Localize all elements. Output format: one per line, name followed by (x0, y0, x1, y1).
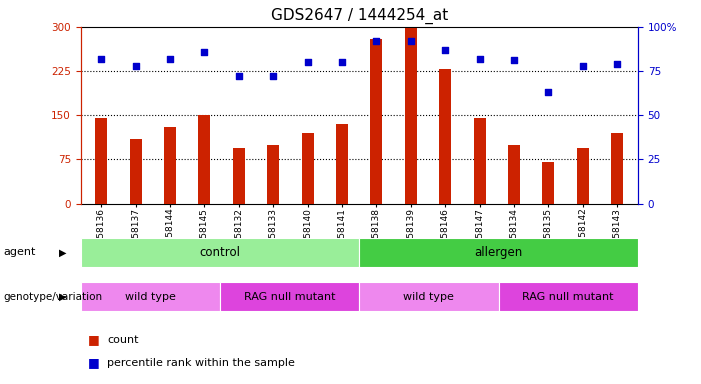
Bar (164, 127, 176, 204)
Bar (81, 282, 220, 311)
Bar (267, 145, 279, 204)
Text: genotype/variation: genotype/variation (4, 291, 102, 302)
Point (199, 48, 210, 55)
Text: wild type: wild type (125, 291, 176, 302)
Bar (405, 28, 417, 204)
Text: percentile rank within the sample: percentile rank within the sample (107, 358, 295, 368)
Bar (301, 133, 313, 204)
Point (233, 73, 245, 79)
Bar (370, 39, 383, 204)
Bar (220, 282, 359, 311)
Title: GDS2647 / 1444254_at: GDS2647 / 1444254_at (271, 8, 448, 24)
Bar (95, 118, 107, 204)
Point (440, 47, 451, 53)
Bar (440, 69, 451, 204)
Text: allergen: allergen (475, 246, 523, 259)
Bar (508, 145, 520, 204)
Point (268, 73, 279, 79)
Text: RAG null mutant: RAG null mutant (244, 291, 335, 302)
Point (543, 89, 554, 95)
Text: control: control (200, 246, 240, 259)
Point (165, 56, 176, 62)
Bar (359, 282, 498, 311)
Text: ■: ■ (88, 356, 100, 369)
Text: wild type: wild type (404, 291, 454, 302)
Bar (498, 282, 638, 311)
Point (302, 59, 313, 65)
Bar (611, 133, 623, 204)
Bar (336, 124, 348, 204)
Point (508, 57, 519, 63)
Text: agent: agent (4, 247, 36, 258)
Text: ▶: ▶ (60, 291, 67, 302)
Bar (130, 139, 142, 204)
Point (336, 59, 348, 65)
Text: RAG null mutant: RAG null mutant (522, 291, 614, 302)
Bar (233, 147, 245, 204)
Point (612, 61, 623, 67)
Text: count: count (107, 335, 139, 345)
Point (95, 56, 107, 62)
Point (474, 56, 485, 62)
Point (405, 38, 416, 44)
Point (371, 38, 382, 44)
Bar (198, 115, 210, 204)
Bar (359, 238, 638, 267)
Bar (577, 147, 589, 204)
Bar (543, 162, 554, 204)
Point (577, 63, 588, 69)
Text: ■: ■ (88, 333, 100, 346)
Bar (474, 118, 486, 204)
Point (130, 63, 142, 69)
Bar (81, 238, 359, 267)
Text: ▶: ▶ (60, 247, 67, 258)
